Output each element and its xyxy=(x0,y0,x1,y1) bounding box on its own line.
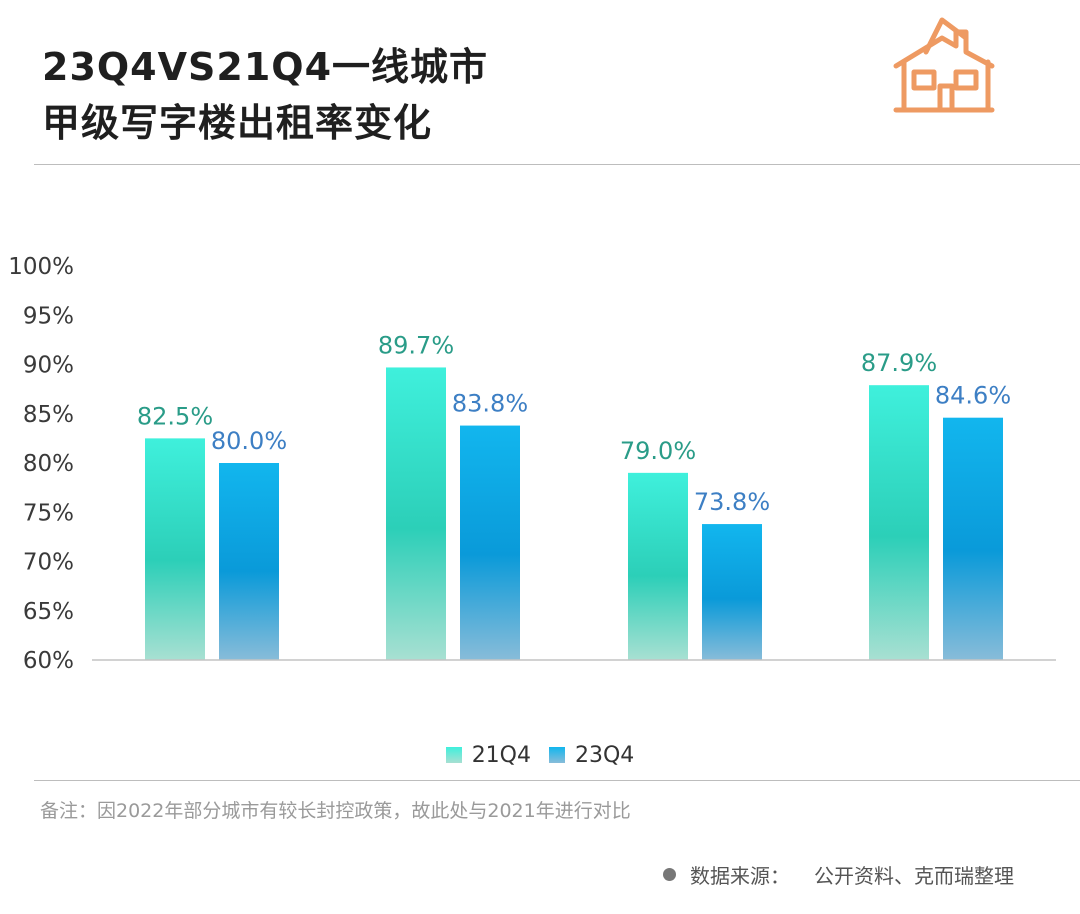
data-label-23q4: 83.8% xyxy=(452,390,528,418)
y-tick-label: 80% xyxy=(23,451,74,477)
top-divider xyxy=(34,164,1080,165)
bullet-dot-icon xyxy=(663,868,676,881)
y-tick-label: 70% xyxy=(23,550,74,576)
data-label-21q4: 89.7% xyxy=(378,331,454,359)
y-tick-label: 75% xyxy=(23,500,74,526)
y-tick-label: 90% xyxy=(23,353,74,379)
bar-21q4 xyxy=(386,367,446,660)
data-label-23q4: 73.8% xyxy=(694,488,770,516)
y-tick-label: 65% xyxy=(23,599,74,625)
data-label-21q4: 79.0% xyxy=(620,437,696,465)
legend-label-23q4: 23Q4 xyxy=(575,742,635,768)
house-icon xyxy=(893,17,995,113)
legend-swatch-23q4 xyxy=(549,747,565,763)
legend-item-23q4: 23Q4 xyxy=(549,743,634,768)
bar-21q4 xyxy=(145,438,205,660)
y-tick-label: 100% xyxy=(8,254,74,280)
data-label-23q4: 80.0% xyxy=(211,427,287,455)
bar-23q4 xyxy=(702,524,762,660)
data-label-21q4: 82.5% xyxy=(137,402,213,430)
bar-23q4 xyxy=(219,463,279,660)
source-value: 公开资料、克而瑞整理 xyxy=(814,864,1014,888)
legend: 21Q4 23Q4 xyxy=(0,738,1080,772)
bar-23q4 xyxy=(460,425,520,660)
legend-swatch-21q4 xyxy=(445,747,462,763)
legend-item-21q4: 21Q4 xyxy=(445,742,531,768)
data-label-23q4: 84.6% xyxy=(935,382,1011,410)
y-tick-label: 95% xyxy=(23,303,74,329)
bar-23q4 xyxy=(943,417,1003,660)
bar-21q4 xyxy=(869,385,929,660)
y-tick-label: 85% xyxy=(23,402,74,428)
chart-title-line1: 23Q4VS21Q4一线城市 xyxy=(42,45,489,89)
bar-21q4 xyxy=(628,472,688,660)
y-tick-label: 60% xyxy=(23,648,74,674)
source-line: 数据来源： 公开资料、克而瑞整理 xyxy=(663,860,1014,889)
bottom-divider xyxy=(34,780,1080,781)
legend-label-21q4: 21Q4 xyxy=(471,742,531,768)
footnote: 备注：因2022年部分城市有较长封控政策，故此处与2021年进行对比 xyxy=(40,800,631,822)
data-label-21q4: 87.9% xyxy=(861,349,937,377)
chart-title-line2: 甲级写字楼出租率变化 xyxy=(42,101,433,145)
source-label: 数据来源： xyxy=(690,864,790,888)
